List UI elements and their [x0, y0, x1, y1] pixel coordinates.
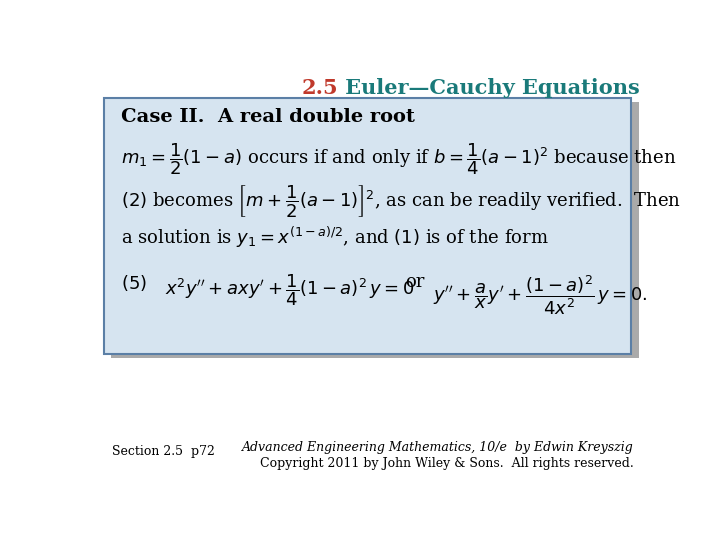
Text: Section 2.5  p72: Section 2.5 p72 — [112, 445, 215, 458]
FancyBboxPatch shape — [111, 102, 639, 358]
Text: $y'' + \dfrac{a}{x}y' + \dfrac{(1-a)^2}{4x^2}\,y = 0.$: $y'' + \dfrac{a}{x}y' + \dfrac{(1-a)^2}{… — [433, 273, 648, 316]
Text: or: or — [405, 273, 425, 291]
Text: Case II.  A real double root: Case II. A real double root — [121, 109, 415, 126]
Text: Euler—Cauchy Equations: Euler—Cauchy Equations — [338, 78, 639, 98]
Text: Copyright 2011 by John Wiley & Sons.  All rights reserved.: Copyright 2011 by John Wiley & Sons. All… — [261, 457, 634, 470]
FancyBboxPatch shape — [104, 98, 631, 354]
Text: Advanced Engineering Mathematics, 10/e  by Edwin Kreyszig: Advanced Engineering Mathematics, 10/e b… — [243, 441, 634, 454]
Text: $(5)$: $(5)$ — [121, 273, 147, 293]
Text: 2.5: 2.5 — [301, 78, 338, 98]
Text: $m_1 = \dfrac{1}{2}(1-a)$ occurs if and only if $b = \dfrac{1}{4}(a-1)^2$ becaus: $m_1 = \dfrac{1}{2}(1-a)$ occurs if and … — [121, 141, 676, 177]
Text: $x^2y'' + axy' + \dfrac{1}{4}(1-a)^2\, y = 0$: $x^2y'' + axy' + \dfrac{1}{4}(1-a)^2\, y… — [166, 273, 415, 308]
Text: a solution is $y_1 = x^{(1-a)/2}$, and $(1)$ is of the form: a solution is $y_1 = x^{(1-a)/2}$, and $… — [121, 225, 549, 250]
Text: $(2)$ becomes $\left[m + \dfrac{1}{2}(a-1)\right]^2$, as can be readily verified: $(2)$ becomes $\left[m + \dfrac{1}{2}(a-… — [121, 183, 680, 219]
